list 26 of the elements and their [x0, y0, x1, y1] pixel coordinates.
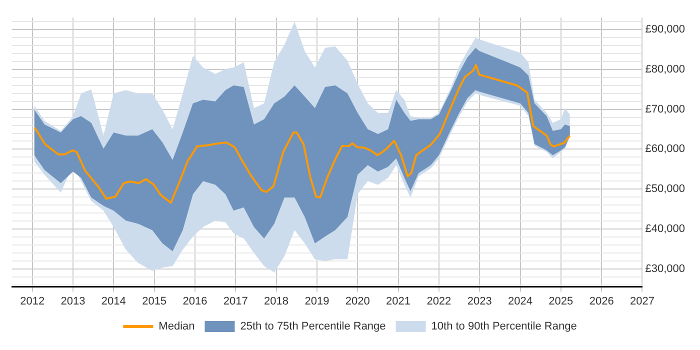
x-tick-label: 2021	[386, 295, 411, 308]
x-tick-label: 2018	[264, 295, 289, 308]
legend-label: 10th to 90th Percentile Range	[431, 320, 577, 333]
x-tick-label: 2027	[630, 295, 654, 308]
x-tick-label: 2019	[304, 295, 330, 308]
x-tick-label: 2023	[467, 295, 492, 308]
y-tick-label: £80,000	[645, 63, 686, 76]
x-tick-label: 2014	[101, 295, 126, 308]
x-tick-label: 2024	[508, 295, 532, 308]
x-tick-label: 2012	[20, 295, 45, 308]
x-tick-label: 2016	[182, 295, 208, 308]
x-tick-label: 2015	[142, 295, 167, 308]
y-tick-label: £90,000	[645, 24, 686, 36]
x-tick-label: 2025	[548, 295, 574, 308]
y-tick-label: £70,000	[645, 103, 686, 116]
legend-label: 25th to 75th Percentile Range	[240, 320, 386, 333]
legend-label: Median	[158, 320, 195, 333]
y-tick-label: £50,000	[645, 183, 686, 196]
x-tick-label: 2022	[426, 295, 452, 308]
y-tick-label: £30,000	[645, 262, 686, 275]
x-tick-label: 2026	[589, 295, 614, 308]
y-tick-label: £40,000	[645, 223, 686, 236]
x-tick-label: 2017	[223, 295, 248, 308]
x-tick-label: 2020	[345, 295, 370, 308]
y-tick-label: £60,000	[645, 143, 686, 156]
x-tick-label: 2013	[60, 295, 86, 308]
